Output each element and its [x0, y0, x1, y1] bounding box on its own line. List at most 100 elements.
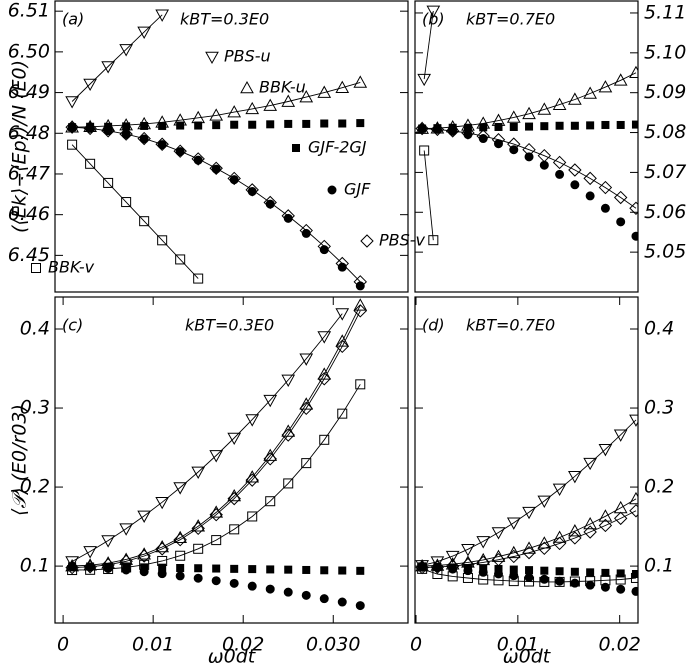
data-point [524, 152, 534, 162]
data-point [211, 535, 222, 546]
data-point [613, 429, 628, 442]
data-point [586, 568, 595, 577]
data-point [338, 566, 347, 575]
data-point [353, 298, 368, 311]
data-point [568, 471, 582, 484]
data-point [555, 567, 564, 576]
data-point [155, 496, 170, 510]
data-point [507, 137, 521, 151]
data-point [83, 546, 97, 559]
data-point [299, 223, 313, 238]
fit-line [71, 14, 163, 102]
data-point [65, 560, 79, 575]
legend-symbol [31, 263, 41, 273]
data-point [426, 5, 441, 18]
data-point [525, 122, 534, 131]
data-point [537, 102, 552, 115]
data-point [616, 584, 626, 594]
data-point [507, 549, 521, 564]
fit-line [423, 10, 434, 80]
panel-label: (b) [422, 10, 445, 29]
data-point [227, 105, 242, 118]
data-point [583, 457, 597, 471]
y-tick-label: 6.49 [8, 81, 50, 103]
data-point [229, 524, 240, 535]
data-point [302, 119, 311, 128]
data-point [554, 576, 565, 587]
legend-label: BBK-u [259, 78, 306, 97]
data-point [193, 273, 204, 284]
data-point [337, 408, 348, 419]
y-tick-label: 6.46 [8, 203, 50, 225]
data-point [227, 491, 241, 506]
x-tick-label: 0 [410, 634, 422, 656]
data-point [613, 73, 628, 86]
y-tick-label: 6.50 [8, 40, 50, 62]
data-point [598, 443, 613, 457]
fit-line [72, 305, 361, 567]
data-point [248, 120, 257, 129]
y-tick-label: 6.45 [8, 244, 50, 266]
data-point [555, 576, 565, 586]
data-point [119, 127, 133, 141]
legend-label: PBS-u [224, 47, 271, 66]
data-point [212, 121, 221, 130]
data-point [355, 379, 366, 390]
y-tick-label: 0.3 [644, 397, 674, 419]
annotation: kBT=0.3E0 [180, 10, 269, 29]
data-point [600, 575, 611, 586]
data-point [616, 569, 625, 578]
data-point [539, 160, 549, 170]
legend-symbol [360, 234, 374, 248]
data-point [355, 601, 365, 611]
x-tick-label: 0.02 [599, 634, 641, 656]
data-point [598, 80, 613, 93]
data-point [631, 231, 638, 241]
data-point [101, 535, 115, 548]
data-point [629, 414, 638, 427]
data-point [356, 119, 365, 128]
data-point [430, 556, 445, 569]
frame [414, 0, 639, 293]
data-point [616, 120, 625, 129]
data-point [568, 92, 582, 105]
data-point [137, 26, 152, 39]
data-point [245, 414, 260, 427]
data-point [491, 552, 506, 567]
data-point [157, 569, 167, 579]
y-tick-label: 5.06 [644, 201, 686, 223]
data-point [176, 121, 185, 130]
y-tick-label: 5.07 [644, 161, 686, 183]
data-point [247, 581, 257, 591]
legend-label: GJF-2GJ [308, 138, 367, 157]
data-point [508, 576, 519, 587]
data-point [121, 562, 132, 573]
data-point [230, 564, 239, 573]
data-point [299, 401, 313, 416]
data-point [445, 124, 460, 138]
data-point [570, 121, 579, 130]
plot-area [415, 5, 638, 246]
data-point [568, 531, 582, 545]
legend-label: GJF [344, 180, 371, 199]
data-point [522, 541, 536, 554]
data-point [337, 597, 347, 607]
data-point [101, 124, 115, 138]
data-point [139, 216, 150, 227]
data-point [248, 565, 257, 574]
data-point [193, 573, 203, 583]
data-point [319, 594, 329, 604]
data-point [335, 308, 350, 321]
data-point [83, 78, 97, 92]
data-point [67, 139, 78, 150]
data-point [227, 171, 241, 186]
frame [414, 296, 639, 624]
fit-line [422, 128, 637, 209]
data-point [445, 550, 460, 564]
data-point [509, 122, 518, 131]
data-point [537, 148, 552, 163]
data-point [299, 353, 314, 366]
data-point [281, 374, 296, 388]
data-point [476, 129, 490, 143]
data-point [583, 86, 597, 99]
